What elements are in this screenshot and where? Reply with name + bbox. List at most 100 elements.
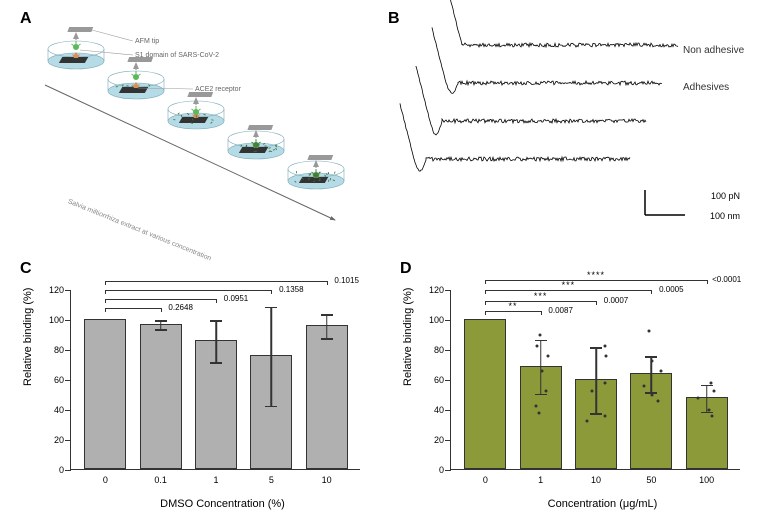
scatter-point bbox=[591, 389, 594, 392]
scale-y-label: 100 pN bbox=[711, 191, 740, 201]
error-cap bbox=[590, 347, 602, 349]
significance-tick bbox=[161, 308, 162, 312]
scatter-point bbox=[538, 334, 541, 337]
x-tick-label: 0.1 bbox=[154, 475, 167, 485]
y-tick-label: 80 bbox=[419, 345, 444, 355]
significance-tick bbox=[596, 301, 597, 305]
error-bar bbox=[706, 385, 708, 412]
y-tick bbox=[65, 320, 71, 321]
scatter-point bbox=[709, 382, 712, 385]
x-tick-label: 0 bbox=[103, 475, 108, 485]
y-tick bbox=[445, 410, 451, 411]
scatter-point bbox=[538, 412, 541, 415]
scatter-point bbox=[535, 344, 538, 347]
y-tick-label: 100 bbox=[39, 315, 64, 325]
scale-x-label: 100 nm bbox=[710, 211, 740, 221]
chart-d-ylabel: Relative binding (%) bbox=[402, 288, 414, 386]
scatter-point bbox=[535, 404, 538, 407]
bar bbox=[306, 325, 348, 469]
significance-tick bbox=[485, 290, 486, 294]
significance-tick bbox=[105, 308, 106, 312]
y-tick bbox=[445, 380, 451, 381]
error-bar bbox=[215, 320, 217, 362]
scatter-point bbox=[651, 359, 654, 362]
error-cap bbox=[210, 320, 222, 322]
bar bbox=[84, 319, 126, 469]
y-tick-label: 40 bbox=[419, 405, 444, 415]
y-tick bbox=[445, 290, 451, 291]
bar bbox=[464, 319, 506, 469]
significance-tick bbox=[216, 299, 217, 303]
scatter-point bbox=[585, 419, 588, 422]
panel-d-label: D bbox=[400, 260, 412, 278]
scatter-point bbox=[710, 415, 713, 418]
significance-pvalue: 0.0007 bbox=[604, 296, 628, 305]
scatter-point bbox=[696, 397, 699, 400]
significance-line bbox=[485, 301, 596, 302]
error-bar bbox=[540, 340, 542, 394]
significance-line bbox=[485, 290, 651, 291]
y-tick bbox=[445, 440, 451, 441]
scatter-point bbox=[647, 329, 650, 332]
y-tick-label: 20 bbox=[39, 435, 64, 445]
significance-pvalue: 0.0005 bbox=[659, 285, 683, 294]
y-tick bbox=[445, 470, 451, 471]
significance-pvalue: 0.1358 bbox=[279, 285, 303, 294]
y-tick-label: 120 bbox=[419, 285, 444, 295]
significance-pvalue: 0.0087 bbox=[548, 306, 572, 315]
y-tick bbox=[65, 410, 71, 411]
scatter-point bbox=[544, 389, 547, 392]
significance-tick bbox=[105, 281, 106, 285]
significance-stars: *** bbox=[562, 280, 576, 290]
significance-stars: ** bbox=[508, 301, 517, 311]
x-tick-label: 1 bbox=[213, 475, 218, 485]
significance-tick bbox=[105, 299, 106, 303]
x-tick-label: 1 bbox=[538, 475, 543, 485]
concentration-arrow bbox=[40, 80, 350, 230]
significance-line bbox=[105, 299, 216, 300]
error-cap bbox=[535, 340, 547, 342]
panel-b: B Non adhesive Adhesives 100 pN 100 nm bbox=[400, 10, 745, 240]
y-tick-label: 120 bbox=[39, 285, 64, 295]
panel-a: A AFM tip S1 domain of SARS-CoV-2 ACE2 r… bbox=[20, 10, 360, 240]
y-tick bbox=[65, 350, 71, 351]
y-tick-label: 100 bbox=[419, 315, 444, 325]
error-cap bbox=[701, 412, 713, 414]
scatter-point bbox=[642, 385, 645, 388]
y-tick-label: 60 bbox=[39, 375, 64, 385]
scatter-point bbox=[546, 355, 549, 358]
scatter-point bbox=[656, 400, 659, 403]
error-cap bbox=[590, 413, 602, 415]
scatter-point bbox=[604, 355, 607, 358]
error-cap bbox=[535, 394, 547, 396]
error-cap bbox=[701, 385, 713, 387]
panel-d: D Relative binding (%) 02040608010012001… bbox=[400, 260, 755, 515]
significance-line bbox=[105, 281, 326, 282]
scale-bar: 100 pN 100 nm bbox=[640, 185, 700, 230]
chart-c-area: 02040608010012000.115100.26480.09510.135… bbox=[70, 290, 360, 470]
panel-c-label: C bbox=[20, 260, 32, 278]
chart-d-xlabel: Concentration (μg/mL) bbox=[425, 498, 763, 510]
y-tick bbox=[445, 320, 451, 321]
x-tick-label: 5 bbox=[269, 475, 274, 485]
significance-line bbox=[105, 308, 160, 309]
y-tick bbox=[445, 350, 451, 351]
x-tick-label: 0 bbox=[483, 475, 488, 485]
x-tick-label: 10 bbox=[322, 475, 332, 485]
panel-c: C Relative binding (%) 02040608010012000… bbox=[20, 260, 375, 515]
x-tick-label: 50 bbox=[646, 475, 656, 485]
significance-line bbox=[105, 290, 271, 291]
significance-tick bbox=[707, 280, 708, 284]
y-tick bbox=[65, 470, 71, 471]
significance-line bbox=[485, 311, 540, 312]
chart-c-ylabel: Relative binding (%) bbox=[22, 288, 34, 386]
y-tick-label: 80 bbox=[39, 345, 64, 355]
chart-c-xlabel: DMSO Concentration (%) bbox=[45, 498, 400, 510]
error-cap bbox=[265, 307, 277, 309]
scatter-point bbox=[707, 409, 710, 412]
significance-tick bbox=[485, 280, 486, 284]
scatter-point bbox=[603, 415, 606, 418]
significance-pvalue: 0.2648 bbox=[168, 303, 192, 312]
x-tick-label: 10 bbox=[591, 475, 601, 485]
significance-pvalue: 0.0951 bbox=[224, 294, 248, 303]
